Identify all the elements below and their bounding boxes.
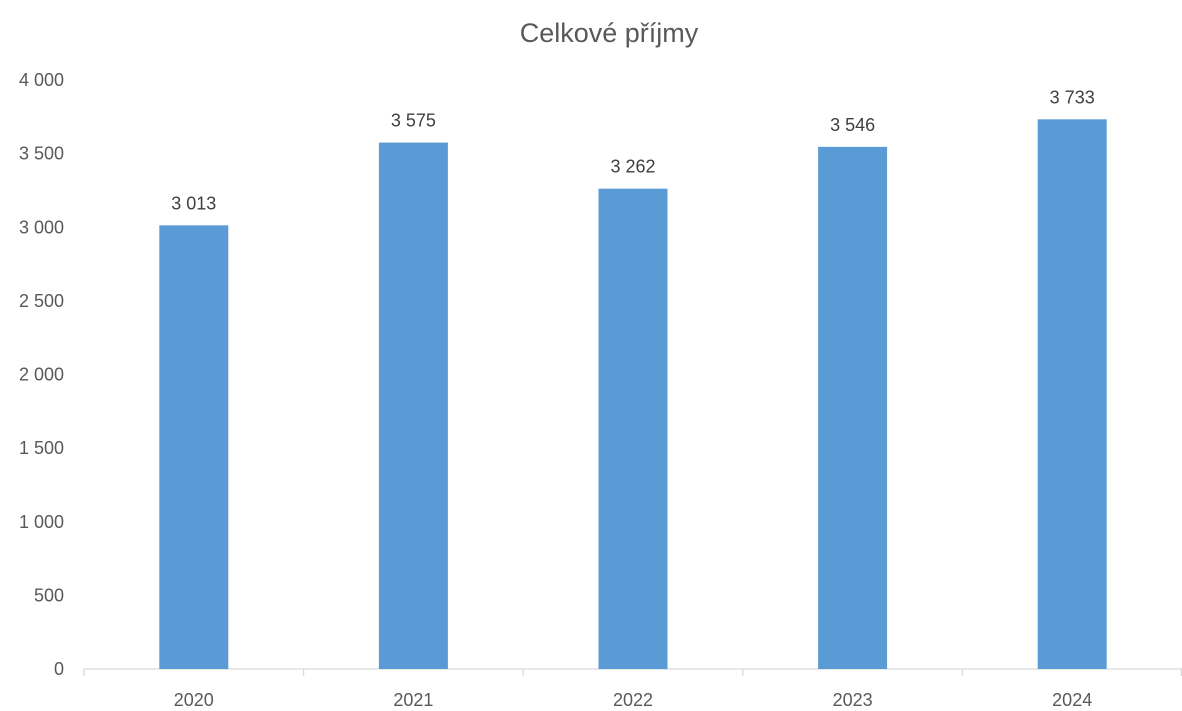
data-label-2024: 3 733	[1050, 87, 1095, 107]
data-label-2023: 3 546	[830, 115, 875, 135]
y-tick-label: 2 000	[19, 365, 64, 385]
data-label-2021: 3 575	[391, 111, 436, 131]
bar-2021	[378, 142, 448, 670]
y-tick-label: 3 500	[19, 144, 64, 164]
chart-title: Celkové příjmy	[520, 18, 699, 48]
y-tick-label: 4 000	[19, 70, 64, 90]
y-tick-label: 1 000	[19, 512, 64, 532]
y-tick-label: 0	[54, 659, 64, 679]
bar-2022	[598, 188, 668, 669]
data-label-2022: 3 262	[610, 157, 655, 177]
bar-2020	[159, 225, 229, 669]
x-axis	[83, 668, 1182, 676]
x-tick-label-2023: 2023	[833, 690, 873, 710]
y-tick-label: 500	[34, 585, 64, 605]
x-tick-label-2022: 2022	[613, 690, 653, 710]
bars	[159, 119, 1107, 670]
x-tick-label-2020: 2020	[174, 690, 214, 710]
x-tick-label-2024: 2024	[1052, 690, 1092, 710]
y-tick-label: 2 500	[19, 291, 64, 311]
y-axis-tick-labels: 0 500 1 000 1 500 2 000 2 500 3 000 3 500 4 000	[19, 70, 64, 679]
x-tick-label-2021: 2021	[393, 690, 433, 710]
x-axis-tick-labels: 2020 2021 2022 2023 2024	[174, 690, 1092, 710]
y-tick-label: 3 000	[19, 217, 64, 237]
y-tick-label: 1 500	[19, 438, 64, 458]
data-labels: 3 013 3 575 3 262 3 546 3 733	[171, 87, 1094, 213]
bar-2023	[818, 146, 888, 669]
data-label-2020: 3 013	[171, 193, 216, 213]
bar-2024	[1037, 119, 1107, 670]
